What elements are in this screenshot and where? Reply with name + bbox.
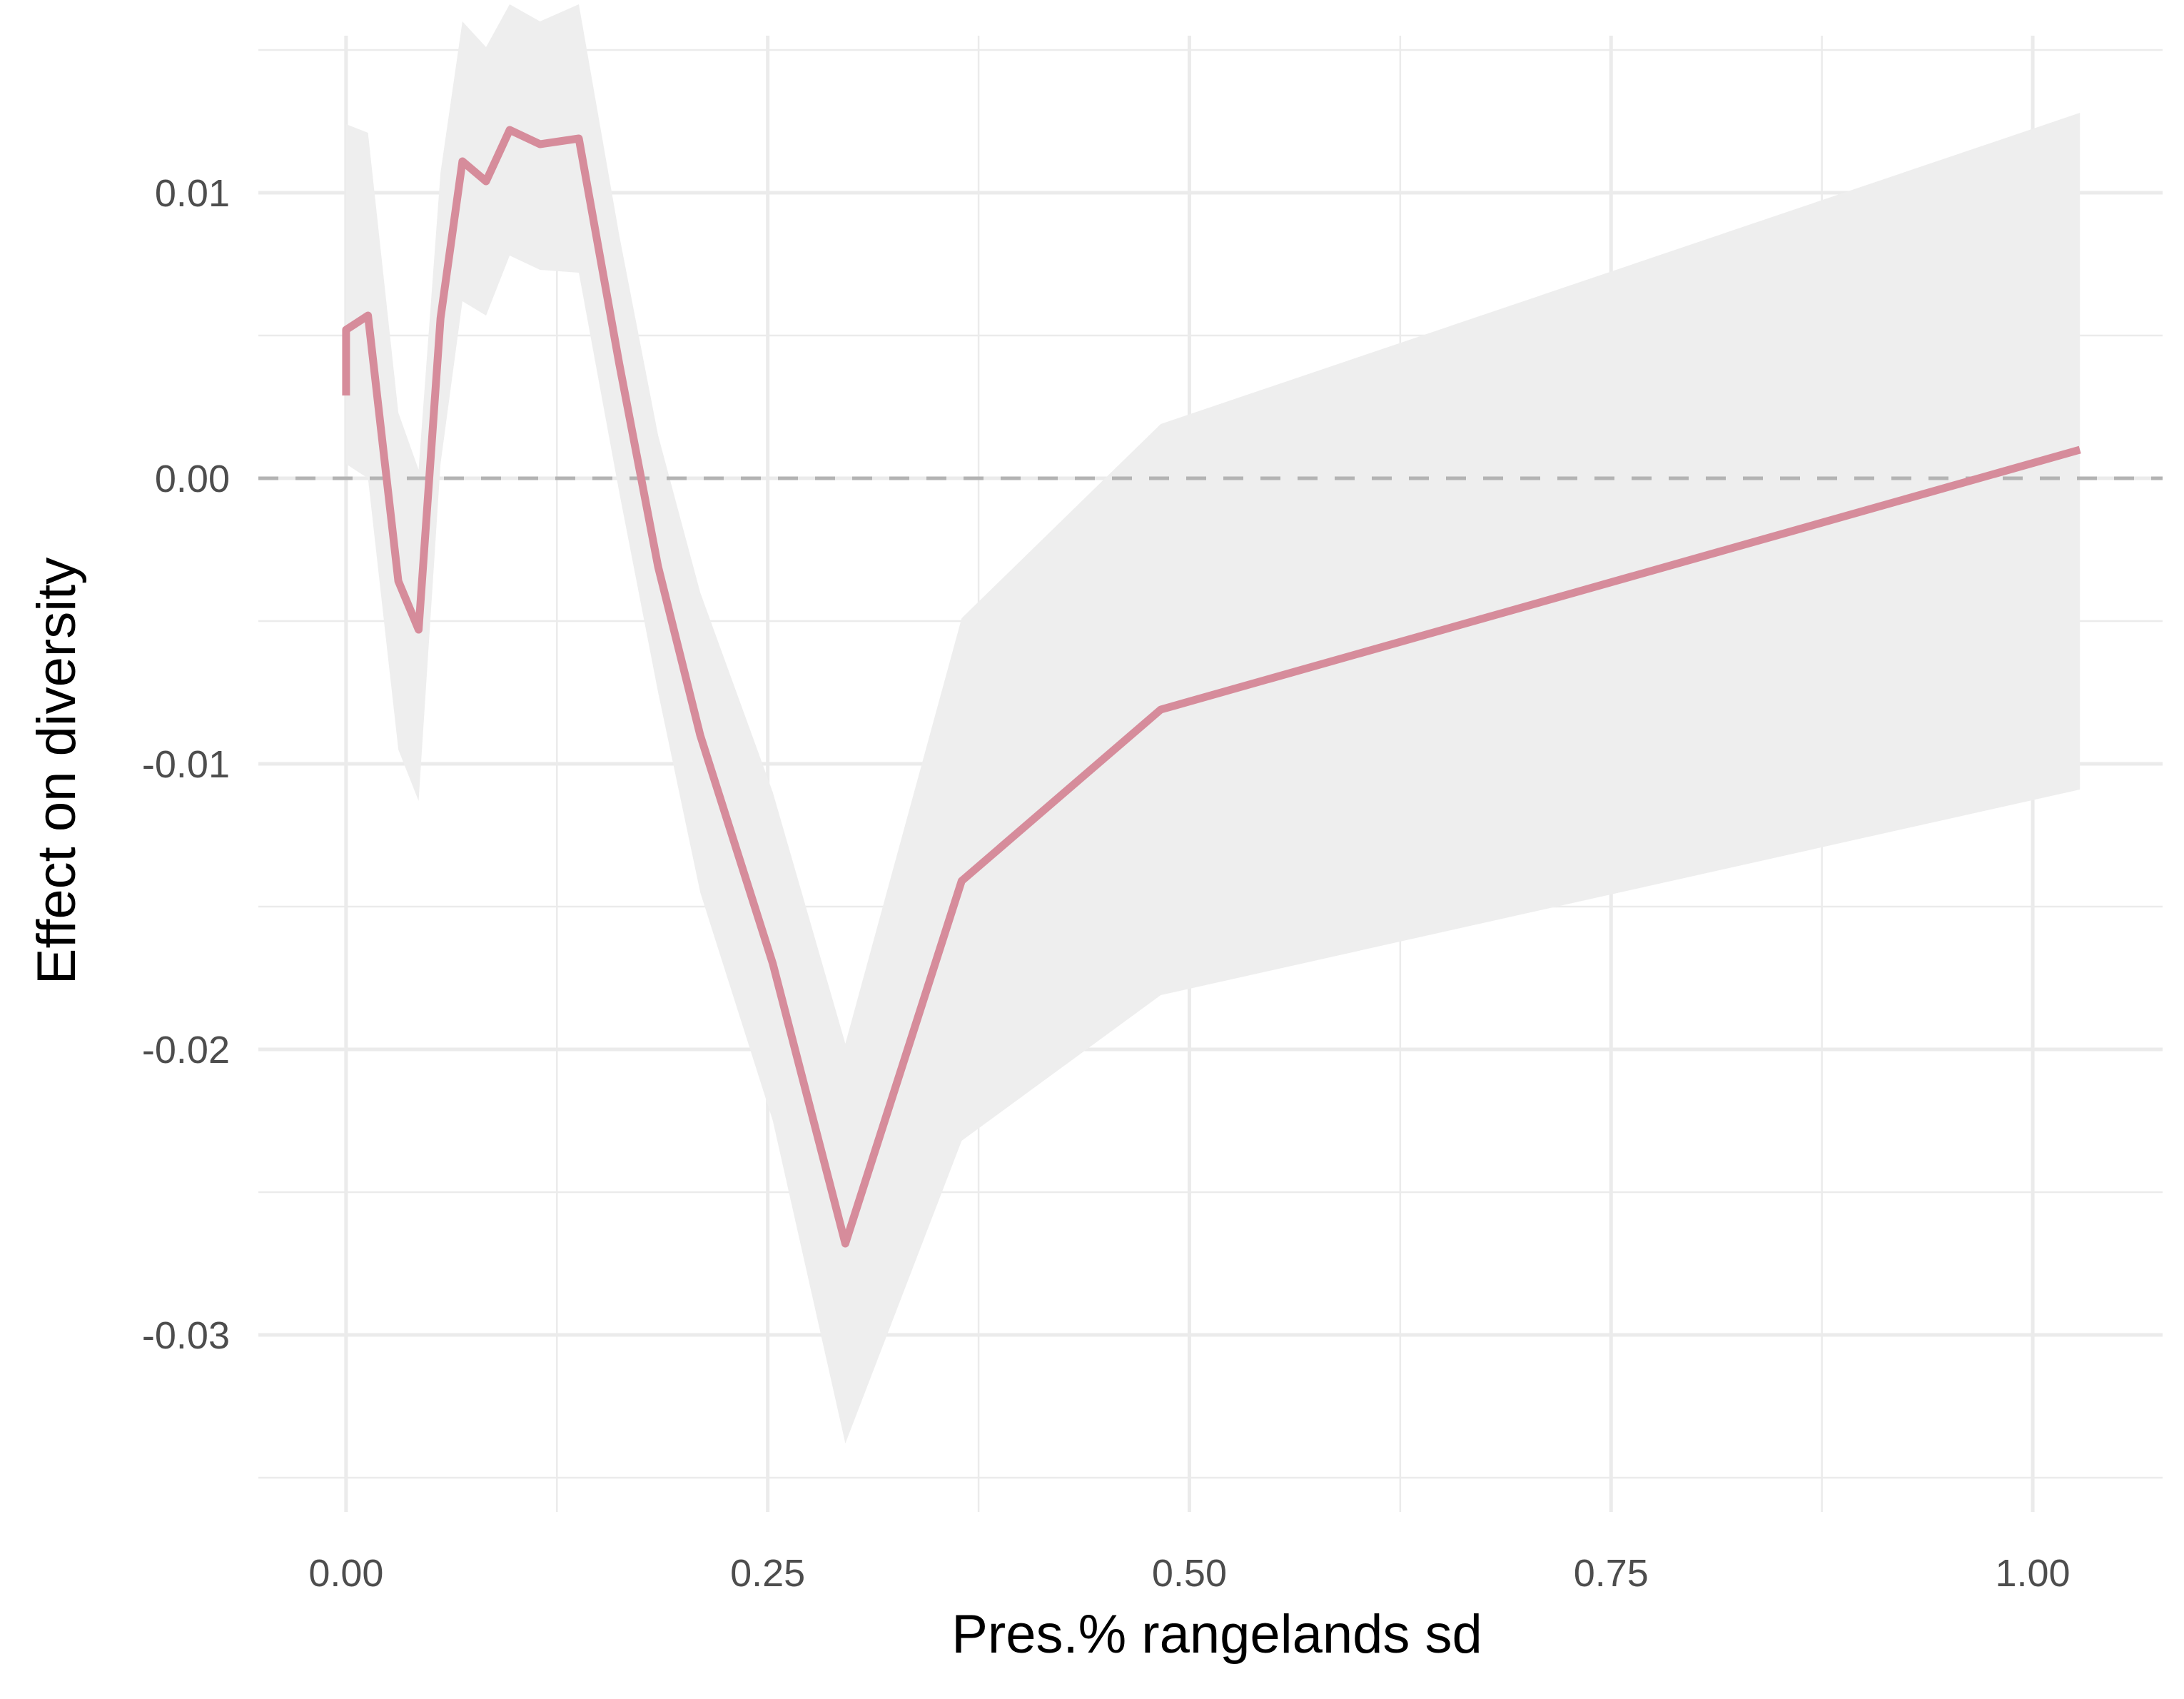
x-tick-label: 0.50 xyxy=(1152,1552,1227,1595)
y-tick-label: -0.03 xyxy=(142,1314,230,1357)
confidence-ribbon xyxy=(345,4,2081,1443)
x-tick-label: 0.00 xyxy=(308,1552,383,1595)
confidence-band xyxy=(345,4,2081,1443)
y-tick-label: 0.01 xyxy=(155,172,230,215)
x-tick-label: 0.75 xyxy=(1574,1552,1649,1595)
y-tick-label: -0.02 xyxy=(142,1029,230,1072)
y-axis-ticks: -0.03 -0.02 -0.01 0.00 0.01 xyxy=(142,172,230,1357)
x-tick-label: 0.25 xyxy=(730,1552,805,1595)
x-tick-label: 1.00 xyxy=(1995,1552,2070,1595)
effect-line-series xyxy=(342,126,2081,1248)
y-tick-label: 0.00 xyxy=(155,458,230,500)
x-axis-title: Pres.% rangelands sd xyxy=(951,1604,1482,1665)
x-axis-ticks: 0.00 0.25 0.50 0.75 1.00 xyxy=(308,1552,2070,1595)
y-axis-title: Effect on diversity xyxy=(26,558,87,984)
effect-line xyxy=(342,126,2081,1248)
y-tick-label: -0.01 xyxy=(142,743,230,786)
